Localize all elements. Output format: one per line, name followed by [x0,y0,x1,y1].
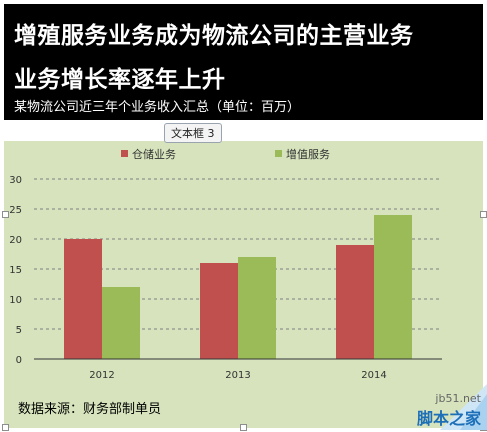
legend-label: 增值服务 [286,147,330,161]
resize-handle-right[interactable] [480,211,487,218]
resize-handle-bottom[interactable] [240,424,247,431]
y-tick-label: 10 [9,295,22,306]
watermark-url: jb51.net [435,392,481,405]
bar-storage-2013 [200,263,238,359]
data-source-note: 数据来源：财务部制单员 [18,402,162,417]
chart-title-line-2: 业务增长率逐年上升 [14,67,226,93]
page-curl-icon [440,384,487,430]
watermark: jb51.net 脚本之家 [417,392,481,429]
watermark-name: 脚本之家 [416,409,481,428]
legend-swatch [275,150,282,157]
bar-value-added-2013 [238,257,276,359]
y-tick-label: 15 [9,265,22,276]
legend-swatch [121,150,128,157]
y-tick-label: 20 [9,235,22,246]
title-banner: 增殖服务业务成为物流公司的主营业务 业务增长率逐年上升 某物流公司近三年个业务收… [4,4,483,120]
x-tick-label: 2014 [361,370,386,381]
chart-subtitle: 某物流公司近三年个业务收入汇总（单位：百万） [14,100,301,115]
x-tick-label: 2013 [225,370,250,381]
legend-label: 仓储业务 [132,147,176,161]
chart-title-line-1: 增殖服务业务成为物流公司的主营业务 [14,23,414,49]
y-tick-label: 0 [16,355,22,366]
bar-storage-2014 [336,245,374,359]
y-tick-label: 30 [9,175,22,186]
resize-handle-left[interactable] [2,211,9,218]
x-tick-label: 2012 [89,370,114,381]
y-tick-label: 25 [9,205,22,216]
y-tick-label: 5 [16,325,22,336]
bar-value-added-2012 [102,287,140,359]
textbox-label[interactable]: 文本框 3 [164,123,222,143]
bar-storage-2012 [64,239,102,359]
resize-handle-bottom-left[interactable] [2,424,9,431]
bar-value-added-2014 [374,215,412,359]
